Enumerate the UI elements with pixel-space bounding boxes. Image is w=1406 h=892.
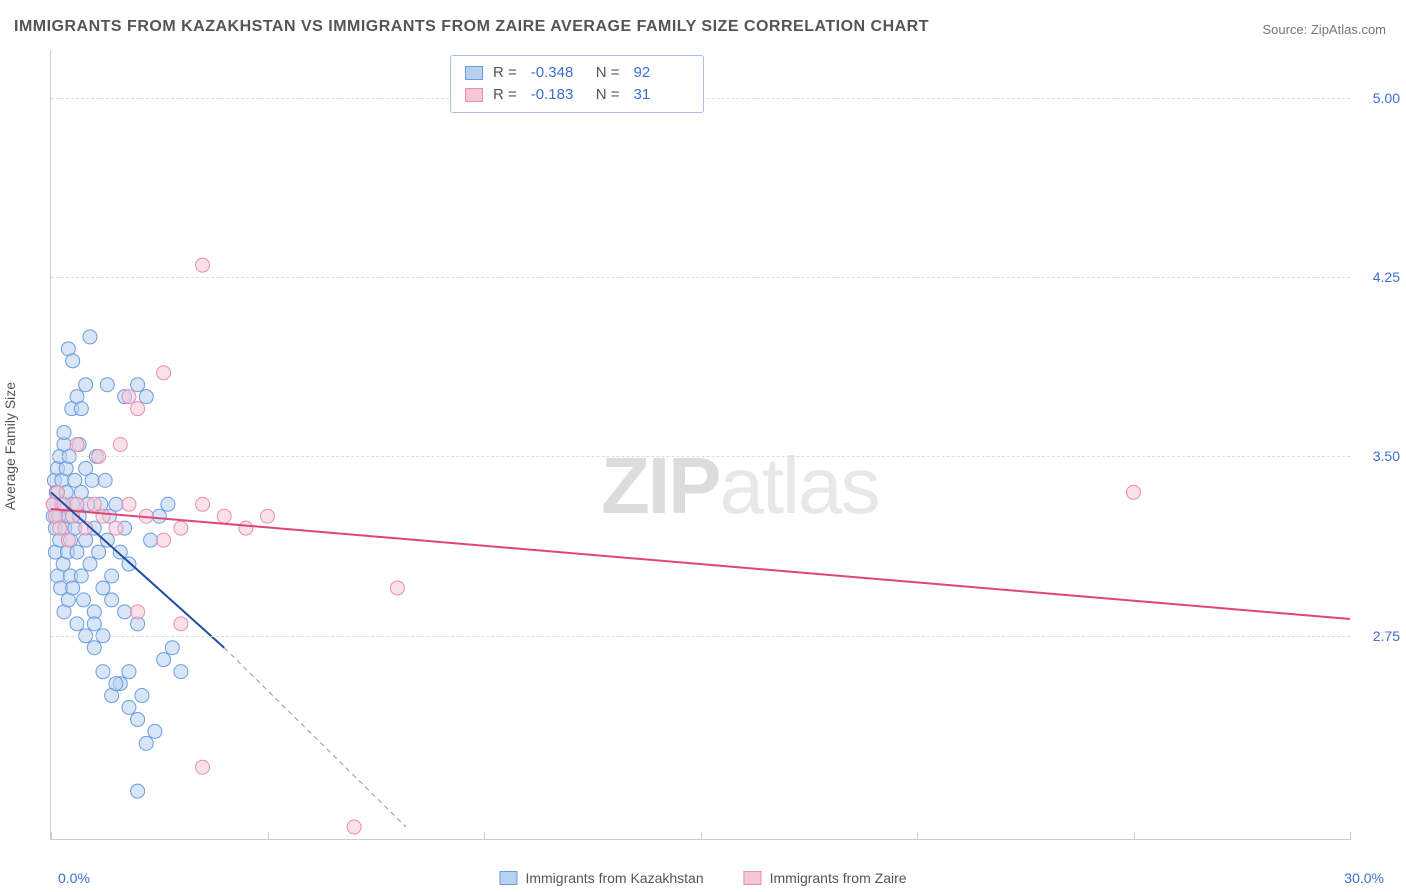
source-label: Source: ZipAtlas.com (1262, 22, 1386, 37)
chart-title: IMMIGRANTS FROM KAZAKHSTAN VS IMMIGRANTS… (14, 18, 929, 36)
chart-svg (51, 50, 1350, 839)
swatch-bottom-2 (744, 871, 762, 885)
legend-row-1: R =-0.348 N =92 (465, 62, 689, 84)
series-legend: Immigrants from Kazakhstan Immigrants fr… (499, 870, 906, 886)
x-axis-max-label: 30.0% (1344, 870, 1384, 886)
legend-item-2: Immigrants from Zaire (744, 870, 907, 886)
swatch-series-2 (465, 88, 483, 102)
plot-area: ZIPatlas 2.753.504.255.00 (50, 50, 1350, 840)
y-axis-label: Average Family Size (2, 382, 18, 510)
swatch-series-1 (465, 66, 483, 80)
legend-row-2: R =-0.183 N =31 (465, 84, 689, 106)
correlation-legend: R =-0.348 N =92 R =-0.183 N =31 (450, 55, 704, 113)
legend-item-1: Immigrants from Kazakhstan (499, 870, 703, 886)
x-axis-min-label: 0.0% (58, 870, 90, 886)
swatch-bottom-1 (499, 871, 517, 885)
